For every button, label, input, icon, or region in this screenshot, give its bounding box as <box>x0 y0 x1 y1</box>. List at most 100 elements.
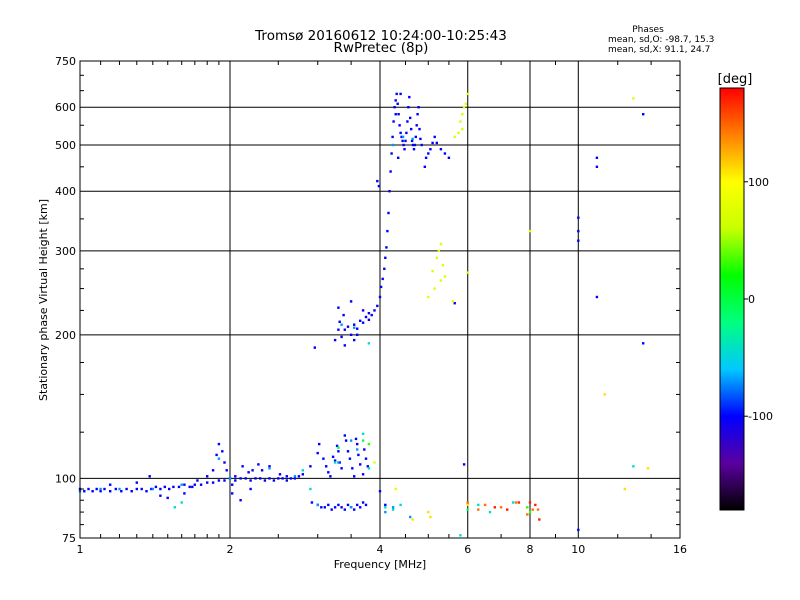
data-point <box>172 485 175 489</box>
data-point <box>404 139 407 143</box>
data-point <box>506 508 509 511</box>
data-point <box>536 508 540 511</box>
data-point <box>173 506 176 509</box>
data-point <box>114 487 117 491</box>
data-point <box>99 487 102 491</box>
data-point <box>183 492 186 495</box>
data-point <box>361 501 365 504</box>
data-point <box>391 135 394 139</box>
chart-title: Tromsø 20160612 10:24:00-10:25:43 <box>254 28 507 44</box>
data-point <box>409 515 412 519</box>
data-point <box>461 113 464 116</box>
x-tick-label: 6 <box>464 543 471 556</box>
data-point <box>528 510 532 514</box>
data-point <box>420 143 423 147</box>
data-point <box>632 465 635 468</box>
x-tick-label: 4 <box>377 543 384 556</box>
y-tick-label: 200 <box>55 329 76 342</box>
data-point <box>206 475 209 478</box>
data-point <box>443 275 447 278</box>
data-point <box>206 481 209 484</box>
data-point <box>215 453 218 457</box>
data-point <box>272 479 276 482</box>
data-point <box>231 492 234 495</box>
data-point <box>333 459 337 462</box>
data-point <box>309 487 312 491</box>
data-point <box>595 295 599 299</box>
data-point <box>349 506 353 509</box>
data-point <box>394 99 397 102</box>
data-point <box>223 461 226 464</box>
data-point <box>228 477 232 480</box>
data-point <box>373 461 376 464</box>
data-point <box>340 323 343 326</box>
data-point <box>211 481 215 484</box>
data-point <box>423 165 426 168</box>
data-point <box>241 465 244 468</box>
data-point <box>268 467 271 470</box>
y-tick-label: 750 <box>55 55 76 68</box>
data-point <box>383 267 386 270</box>
data-point <box>349 439 353 442</box>
data-point <box>453 302 456 305</box>
data-point <box>221 450 224 453</box>
data-point <box>381 277 384 281</box>
data-point <box>297 475 301 478</box>
data-point <box>427 295 430 299</box>
data-point <box>333 506 337 509</box>
data-point <box>348 457 352 460</box>
data-point <box>367 318 371 321</box>
data-point <box>337 503 340 507</box>
data-point <box>367 467 371 470</box>
data-point <box>325 465 328 468</box>
data-point <box>361 473 365 476</box>
data-point <box>125 487 128 491</box>
data-point <box>439 242 443 246</box>
data-point <box>257 463 260 466</box>
data-point <box>384 503 387 507</box>
phase-stats-x: mean, sd,X: 91.1, 24.7 <box>608 45 710 55</box>
data-point <box>343 508 346 511</box>
data-point <box>356 442 359 446</box>
data-point <box>477 508 480 511</box>
data-point <box>531 508 534 511</box>
data-point <box>466 271 469 274</box>
plot-frame <box>79 60 681 539</box>
data-point <box>327 503 330 507</box>
data-point <box>196 479 199 482</box>
data-point <box>361 439 365 442</box>
data-point <box>379 285 383 289</box>
data-point <box>260 469 264 472</box>
data-point <box>451 300 454 303</box>
chart-subtitle: RwPretec (8p) <box>334 40 429 56</box>
data-point <box>239 477 242 480</box>
data-point <box>349 300 353 303</box>
x-tick-label: 2 <box>227 543 234 556</box>
data-point <box>384 510 387 514</box>
data-point <box>394 487 397 491</box>
data-point <box>415 124 418 127</box>
data-point <box>441 263 445 267</box>
data-point <box>259 477 262 480</box>
data-point <box>431 269 434 273</box>
data-point <box>356 503 359 507</box>
data-point <box>414 135 417 139</box>
data-point <box>103 487 106 491</box>
data-point <box>333 461 337 464</box>
colorbar-label: [deg] <box>718 72 753 87</box>
data-point <box>177 485 181 489</box>
data-point <box>595 156 599 159</box>
data-point <box>419 137 422 141</box>
y-axis-label: Stationary phase Virtual Height [km] <box>37 199 50 401</box>
data-point <box>413 143 417 147</box>
colorbar-tick-label: 100 <box>748 176 769 189</box>
data-point <box>402 143 405 147</box>
data-point <box>459 534 462 537</box>
data-point <box>95 487 98 491</box>
data-point <box>217 479 221 482</box>
data-point <box>109 483 112 486</box>
x-tick-label: 1 <box>77 543 84 556</box>
data-point <box>329 475 332 478</box>
data-point <box>249 479 252 482</box>
data-point <box>366 465 369 468</box>
